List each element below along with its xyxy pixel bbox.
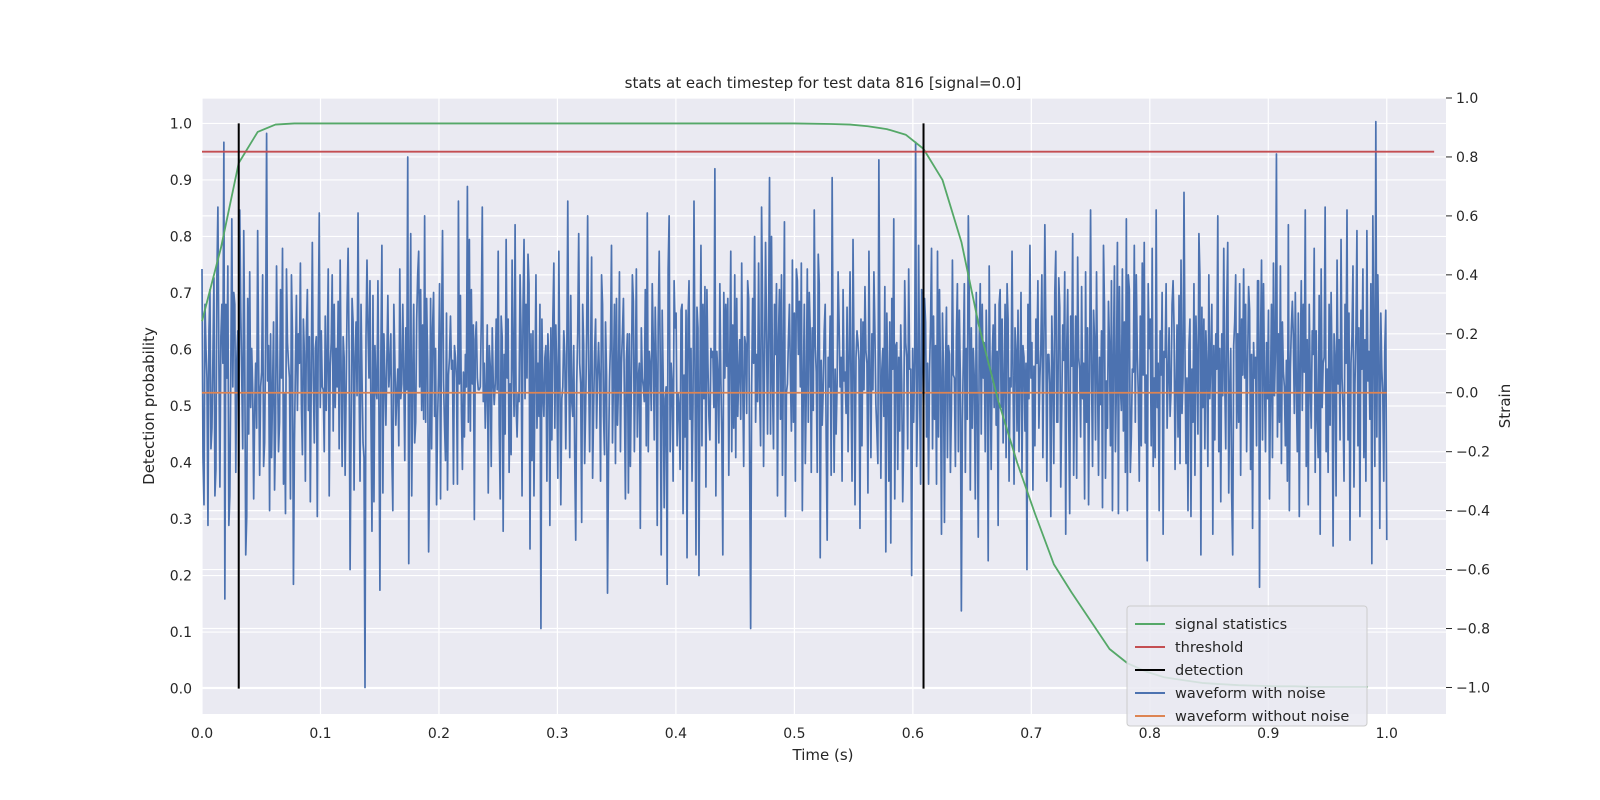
- x-tick-label: 0.1: [309, 726, 331, 742]
- y-right-tick-label: 0.4: [1456, 268, 1478, 284]
- y-axis-left-label: Detection probability: [140, 327, 158, 485]
- y-left-tick-label: 0.9: [170, 173, 192, 189]
- y-right-tick-label: 1.0: [1456, 91, 1478, 107]
- x-tick-label: 0.8: [1139, 726, 1161, 742]
- legend-label: detection: [1175, 663, 1243, 679]
- x-tick-label: 0.3: [546, 726, 568, 742]
- y-left-tick-label: 0.3: [170, 512, 192, 528]
- legend-label: threshold: [1175, 640, 1243, 656]
- y-left-tick-label: 0.2: [170, 569, 192, 585]
- y-axis-right-label: Strain: [1496, 384, 1514, 428]
- x-tick-label: 1.0: [1376, 726, 1398, 742]
- y-left-tick-label: 0.8: [170, 229, 192, 245]
- x-tick-label: 0.7: [1020, 726, 1042, 742]
- y-right-tick-label: 0.0: [1456, 386, 1478, 402]
- y-left-tick-label: 0.0: [170, 682, 192, 698]
- legend-box: [1126, 605, 1368, 727]
- y-right-tick-label: −1.0: [1456, 680, 1490, 696]
- legend-label: waveform with noise: [1175, 686, 1326, 702]
- x-tick-label: 0.5: [783, 726, 805, 742]
- waveform-with-noise-line: [201, 120, 1388, 689]
- y-right-tick-label: −0.8: [1456, 622, 1490, 638]
- y-right-tick-label: −0.6: [1456, 563, 1490, 579]
- legend: signal statistics threshold detection wavef…: [1126, 605, 1368, 727]
- y-right-tick-label: −0.4: [1456, 504, 1490, 520]
- legend-label: waveform without noise: [1175, 709, 1349, 725]
- y-left-tick-label: 0.4: [170, 456, 192, 472]
- y-left-tick-label: 0.1: [170, 625, 192, 641]
- x-tick-label: 0.9: [1257, 726, 1279, 742]
- x-axis: 0.0 0.1 0.2 0.3 0.4 0.5 0.6 0.7 0.8 0.9 1.0: [191, 726, 1398, 742]
- x-tick-label: 0.0: [191, 726, 213, 742]
- legend-label: signal statistics: [1175, 617, 1287, 633]
- y-left-tick-label: 0.5: [170, 399, 192, 415]
- y-right-tick-label: 0.2: [1456, 327, 1478, 343]
- x-tick-label: 0.2: [428, 726, 450, 742]
- y-axis-right: −1.0 −0.8 −0.6 −0.4 −0.2 0.0 0.2 0.4 0.6 0.8 1.0: [1446, 91, 1490, 696]
- y-right-tick-label: 0.8: [1456, 150, 1478, 166]
- x-axis-label: Time (s): [792, 746, 854, 764]
- y-left-tick-label: 0.7: [170, 286, 192, 302]
- x-tick-label: 0.4: [665, 726, 687, 742]
- y-left-tick-label: 1.0: [170, 116, 192, 132]
- y-axis-left: 0.0 0.1 0.2 0.3 0.4 0.5 0.6 0.7 0.8 0.9 1.0: [170, 116, 192, 697]
- y-left-tick-label: 0.6: [170, 342, 192, 358]
- y-right-tick-label: 0.6: [1456, 209, 1478, 225]
- y-right-tick-label: −0.2: [1456, 445, 1490, 461]
- x-tick-label: 0.6: [902, 726, 924, 742]
- chart-title: stats at each timestep for test data 816…: [625, 74, 1022, 92]
